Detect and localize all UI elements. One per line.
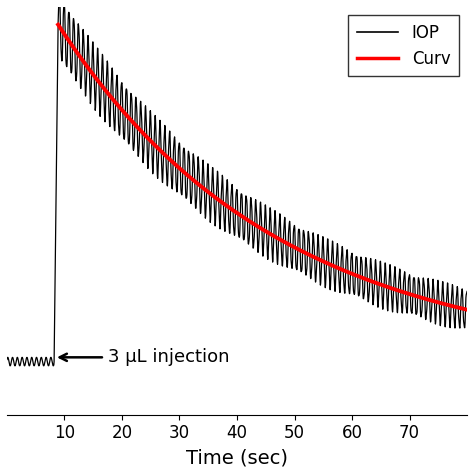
Text: 3 μL injection: 3 μL injection bbox=[60, 348, 229, 366]
X-axis label: Time (sec): Time (sec) bbox=[186, 448, 288, 467]
Legend: IOP, Curv: IOP, Curv bbox=[348, 15, 459, 76]
